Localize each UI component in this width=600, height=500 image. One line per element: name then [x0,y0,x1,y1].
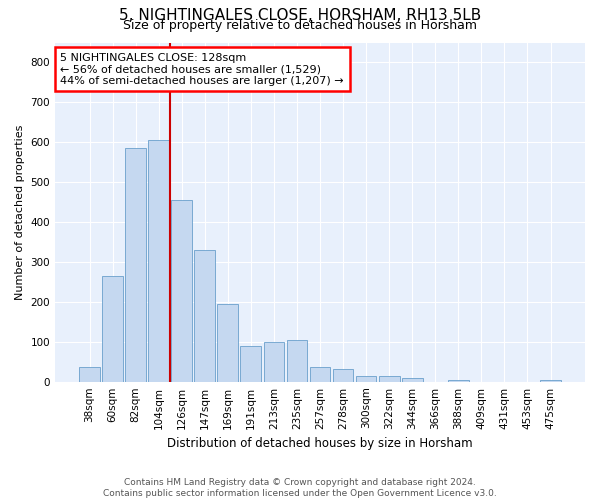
Bar [241,346,261,382]
Bar [540,380,561,382]
Text: 5 NIGHTINGALES CLOSE: 128sqm
← 56% of detached houses are smaller (1,529)
44% of: 5 NIGHTINGALES CLOSE: 128sqm ← 56% of de… [61,52,344,86]
Text: Contains HM Land Registry data © Crown copyright and database right 2024.
Contai: Contains HM Land Registry data © Crown c… [103,478,497,498]
Text: 5, NIGHTINGALES CLOSE, HORSHAM, RH13 5LB: 5, NIGHTINGALES CLOSE, HORSHAM, RH13 5LB [119,8,481,22]
Bar [79,366,100,382]
Bar [194,250,215,382]
Bar [263,342,284,382]
X-axis label: Distribution of detached houses by size in Horsham: Distribution of detached houses by size … [167,437,473,450]
Bar [102,276,123,382]
Bar [402,378,422,382]
Bar [148,140,169,382]
Bar [356,376,376,382]
Bar [172,200,192,382]
Text: Size of property relative to detached houses in Horsham: Size of property relative to detached ho… [123,19,477,32]
Bar [125,148,146,382]
Bar [448,380,469,382]
Bar [217,304,238,382]
Bar [310,366,331,382]
Y-axis label: Number of detached properties: Number of detached properties [15,124,25,300]
Bar [379,376,400,382]
Bar [332,369,353,382]
Bar [287,340,307,382]
